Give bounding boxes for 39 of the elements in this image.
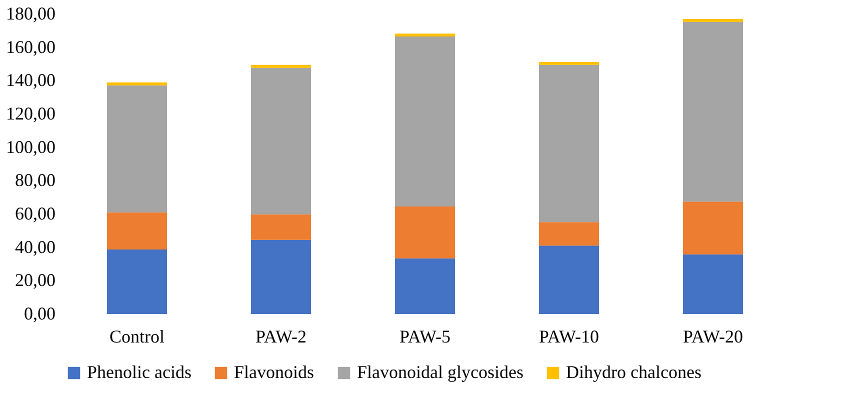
y-tick-label: 80,00	[15, 170, 56, 190]
y-tick-label: 100,00	[6, 136, 56, 157]
bar	[107, 82, 167, 86]
bar	[251, 68, 311, 214]
y-tick-label: 180,00	[6, 4, 56, 24]
legend-label: Phenolic acids	[87, 362, 192, 382]
bar	[395, 206, 455, 258]
bar	[683, 19, 743, 22]
y-tick-label: 160,00	[6, 36, 56, 57]
x-tick-label: PAW-20	[683, 326, 743, 346]
bar	[683, 22, 743, 202]
y-tick-label: 40,00	[15, 236, 56, 257]
y-tick-label: 140,00	[6, 70, 56, 90]
bar	[539, 62, 599, 65]
bar	[539, 222, 599, 246]
x-tick-label: PAW-10	[539, 326, 599, 346]
bar	[683, 254, 743, 314]
bar	[107, 85, 167, 212]
y-tick-label: 120,00	[6, 104, 56, 124]
bar	[539, 64, 599, 222]
bar	[539, 246, 599, 314]
legend-label: Flavonoidal glycosides	[357, 362, 524, 382]
bar	[395, 34, 455, 36]
bar	[251, 214, 311, 240]
bar	[251, 64, 311, 68]
x-tick-label: PAW-5	[400, 326, 450, 346]
bar	[107, 212, 167, 250]
x-tick-label: PAW-2	[256, 326, 306, 346]
bar	[107, 250, 167, 314]
y-tick-label: 0,00	[24, 304, 56, 324]
bar	[251, 240, 311, 314]
legend-label: Dihydro chalcones	[566, 362, 702, 382]
y-tick-label: 60,00	[15, 204, 56, 224]
x-tick-label: Control	[109, 326, 165, 346]
bar	[683, 202, 743, 254]
bar	[395, 258, 455, 314]
legend-label: Flavonoids	[234, 362, 314, 382]
bar	[395, 36, 455, 206]
y-tick-label: 20,00	[15, 270, 56, 290]
